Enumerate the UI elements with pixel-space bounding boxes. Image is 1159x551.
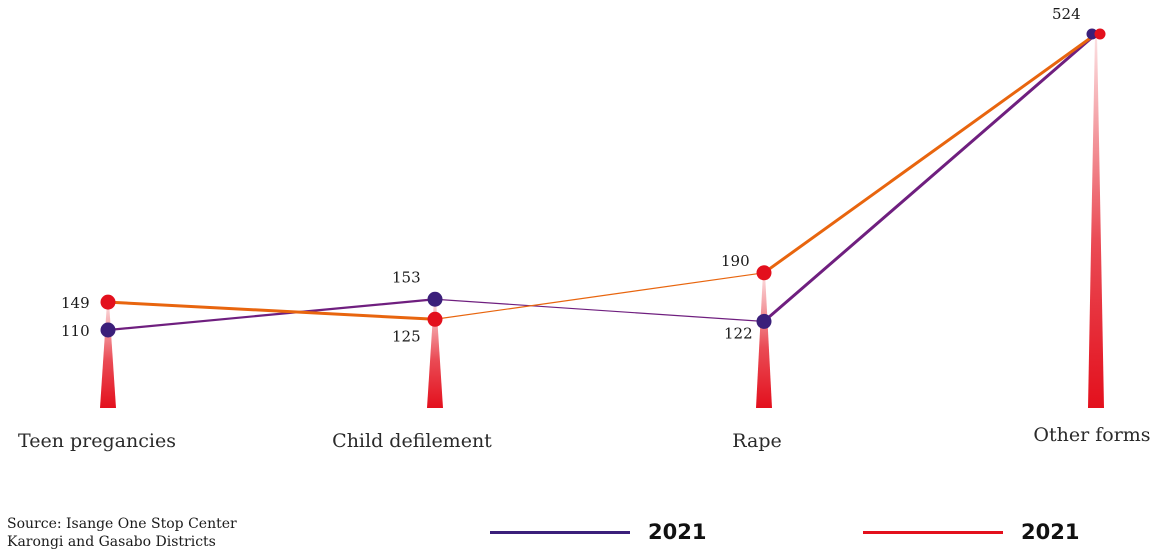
source-line-2: Karongi and Gasabo Districts [7, 534, 216, 550]
data-label: 190 [721, 252, 750, 270]
data-point [756, 265, 772, 281]
chart-svg: 110 153 122 524 149 125 190 Teen pregancies Chi… [18, 5, 1151, 452]
data-point [100, 322, 116, 338]
category-label: Child defilement [332, 430, 492, 452]
data-point [1086, 28, 1098, 40]
series-line-segment [434, 298, 765, 323]
category-label: Other forms [1033, 424, 1150, 446]
series-line-segment [762, 32, 1098, 323]
data-label: 153 [392, 268, 421, 286]
data-point [427, 311, 443, 327]
data-label: 125 [392, 327, 421, 345]
series-line-segment [106, 298, 437, 332]
legend-label-series-2: 2021 [1021, 520, 1080, 544]
category-label: Teen pregancies [18, 430, 176, 452]
source-line-1: Source: Isange One Stop Center [7, 516, 237, 532]
legend-item-series-1: 2021 [490, 520, 706, 544]
data-label: 524 [1052, 5, 1081, 23]
source-note: Source: Isange One Stop Center Karongi a… [7, 515, 237, 551]
series-line-segment [762, 32, 1098, 275]
legend-item-series-2: 2021 [863, 520, 1079, 544]
legend-swatch-series-1 [490, 530, 630, 534]
legend-swatch-series-2 [863, 530, 1003, 534]
legend-label-series-1: 2021 [648, 520, 707, 544]
data-label: 149 [61, 294, 90, 312]
category-label: Rape [732, 430, 781, 452]
data-point [1094, 28, 1106, 40]
category-spike [427, 299, 443, 408]
category-spike [756, 272, 772, 408]
series-line-segment [106, 300, 437, 321]
category-spike [1088, 34, 1104, 408]
data-point [427, 291, 443, 307]
data-label: 110 [61, 322, 90, 340]
category-spike [100, 302, 116, 408]
data-point [756, 313, 772, 329]
data-label: 122 [724, 324, 753, 342]
data-point [100, 294, 116, 310]
series-line-segment [434, 272, 765, 320]
